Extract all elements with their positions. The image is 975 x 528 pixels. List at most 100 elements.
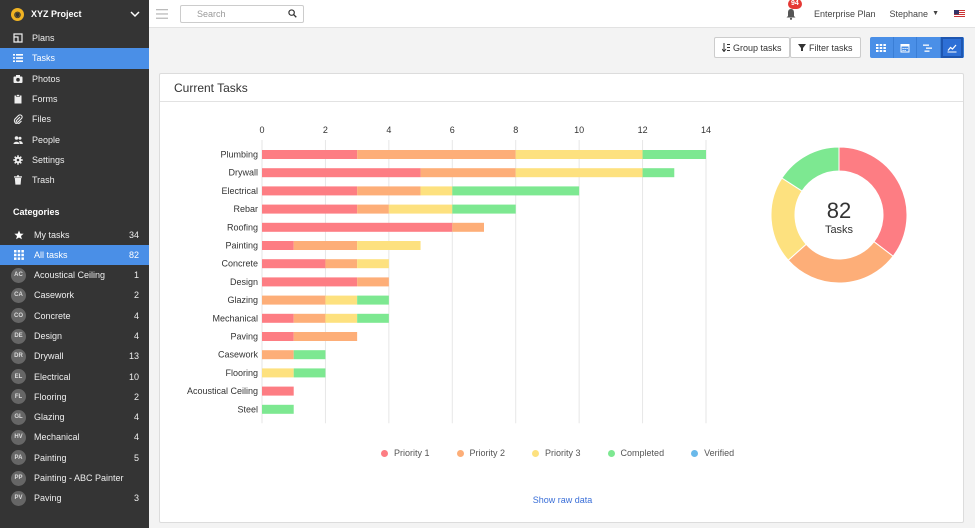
x-tick-label: 12 xyxy=(638,125,648,135)
user-menu[interactable]: Stephane xyxy=(889,8,929,19)
people-icon xyxy=(13,135,23,144)
search-input[interactable] xyxy=(197,8,288,19)
panel-title: Current Tasks xyxy=(160,74,963,102)
bar-segment xyxy=(357,241,421,250)
category-count: 3 xyxy=(133,493,139,504)
nav-item-files[interactable]: Files xyxy=(0,109,149,129)
category-item[interactable]: FL Flooring 2 xyxy=(0,387,149,407)
category-label: Painting - ABC Painter xyxy=(34,473,124,484)
bar-segment xyxy=(262,277,358,287)
category-item[interactable]: PA Painting 5 xyxy=(0,448,149,468)
category-item[interactable]: CO Concrete 4 xyxy=(0,306,149,326)
nav-item-label: Tasks xyxy=(32,53,56,64)
legend-label: Verified xyxy=(704,448,735,458)
legend-item[interactable]: Priority 1 xyxy=(381,448,430,458)
legend-item[interactable]: Priority 3 xyxy=(532,448,581,458)
category-badge: PA xyxy=(11,450,26,466)
nav-item-forms[interactable]: Forms xyxy=(0,89,149,109)
legend-item[interactable]: Completed xyxy=(607,448,664,458)
category-label: Rebar xyxy=(233,204,258,214)
category-item[interactable]: PV Paving 3 xyxy=(0,488,149,508)
bar-segment xyxy=(293,332,358,341)
category-badge: DR xyxy=(11,348,26,364)
bar-segment xyxy=(357,186,421,196)
bar-segment xyxy=(420,168,516,178)
project-switcher[interactable]: ◉ XYZ Project xyxy=(0,0,149,28)
x-tick-label: 2 xyxy=(323,125,328,135)
show-raw-data-link[interactable]: Show raw data xyxy=(532,495,593,505)
bar-segment xyxy=(642,168,675,178)
bar-segment xyxy=(515,150,643,159)
group-tasks-label: Group tasks xyxy=(733,42,782,53)
legend-dot xyxy=(607,449,615,457)
nav-item-plans[interactable]: Plans xyxy=(0,28,149,48)
legend-dot xyxy=(532,449,540,457)
legend-item[interactable]: Priority 2 xyxy=(456,448,505,458)
category-label: Paving xyxy=(34,493,62,504)
caret-down-icon[interactable]: ▼ xyxy=(932,10,939,17)
legend-dot xyxy=(691,449,699,457)
x-tick-label: 4 xyxy=(386,125,391,135)
nav-item-label: Settings xyxy=(32,154,65,165)
category-badge: EL xyxy=(11,369,26,385)
category-count: 2 xyxy=(133,290,139,301)
category-item[interactable]: My tasks 34 xyxy=(0,224,149,244)
bar-segment xyxy=(388,204,453,214)
category-badge: AC xyxy=(11,267,26,283)
category-count: 13 xyxy=(128,351,139,362)
chart-view-button[interactable] xyxy=(940,37,964,58)
nav-item-people[interactable]: People xyxy=(0,129,149,149)
grid-icon xyxy=(11,247,26,262)
bar-segment xyxy=(293,350,326,360)
category-label: Concrete xyxy=(221,259,258,269)
bar-segment xyxy=(262,404,294,414)
category-label: Steel xyxy=(237,404,258,414)
x-tick-label: 10 xyxy=(574,125,584,135)
category-badge: GL xyxy=(11,409,26,425)
nav-item-tasks[interactable]: Tasks xyxy=(0,48,149,69)
category-item[interactable]: EL Electrical 10 xyxy=(0,366,149,386)
legend-item[interactable]: Verified xyxy=(691,448,734,458)
legend-label: Priority 3 xyxy=(545,448,581,458)
category-item[interactable]: PP Painting - ABC Painter xyxy=(0,468,149,488)
bar-segment xyxy=(452,186,580,196)
category-badge: FL xyxy=(11,389,26,405)
category-item[interactable]: CA Casework 2 xyxy=(0,285,149,305)
category-item[interactable]: All tasks 82 xyxy=(0,244,149,265)
gantt-view-button[interactable] xyxy=(917,37,941,58)
nav-item-settings[interactable]: Settings xyxy=(0,150,149,170)
bar-segment xyxy=(452,204,516,214)
sidebar: ◉ XYZ Project Plans Tasks Photos Forms Files… xyxy=(0,0,149,528)
top-bar: 94 Enterprise Plan Stephane ▼ xyxy=(149,0,975,28)
category-item[interactable]: HV Mechanical 4 xyxy=(0,427,149,447)
category-count: 5 xyxy=(133,452,139,463)
category-item[interactable]: DR Drywall 13 xyxy=(0,346,149,366)
category-item[interactable]: GL Glazing 4 xyxy=(0,407,149,427)
us-flag-icon[interactable] xyxy=(954,9,965,18)
trash-icon xyxy=(14,175,22,185)
category-label: Design xyxy=(230,277,258,287)
categories-heading: Categories xyxy=(13,207,60,218)
nav-item-label: People xyxy=(32,134,61,145)
category-item[interactable]: AC Acoustical Ceiling 1 xyxy=(0,265,149,285)
filter-tasks-button[interactable]: Filter tasks xyxy=(790,37,861,58)
category-item[interactable]: DE Design 4 xyxy=(0,326,149,346)
category-count: 34 xyxy=(128,229,139,240)
bar-segment xyxy=(325,259,358,269)
grid-view-button[interactable] xyxy=(870,37,894,58)
search-icon[interactable] xyxy=(288,9,297,18)
category-label: Casework xyxy=(218,350,259,360)
x-tick-label: 8 xyxy=(513,125,518,135)
notifications-button[interactable]: 94 xyxy=(785,0,802,20)
hamburger-icon[interactable] xyxy=(156,8,168,19)
nav-item-photos[interactable]: Photos xyxy=(0,69,149,89)
calendar-view-button[interactable] xyxy=(893,37,917,58)
bar-segment xyxy=(262,241,294,250)
search-box xyxy=(180,4,304,23)
plan-link[interactable]: Enterprise Plan xyxy=(813,8,876,19)
group-tasks-button[interactable]: Group tasks xyxy=(714,37,790,58)
clipboard-icon xyxy=(14,94,22,104)
category-badge: PP xyxy=(11,470,26,486)
bar-segment xyxy=(262,150,358,159)
nav-item-trash[interactable]: Trash xyxy=(0,170,149,190)
